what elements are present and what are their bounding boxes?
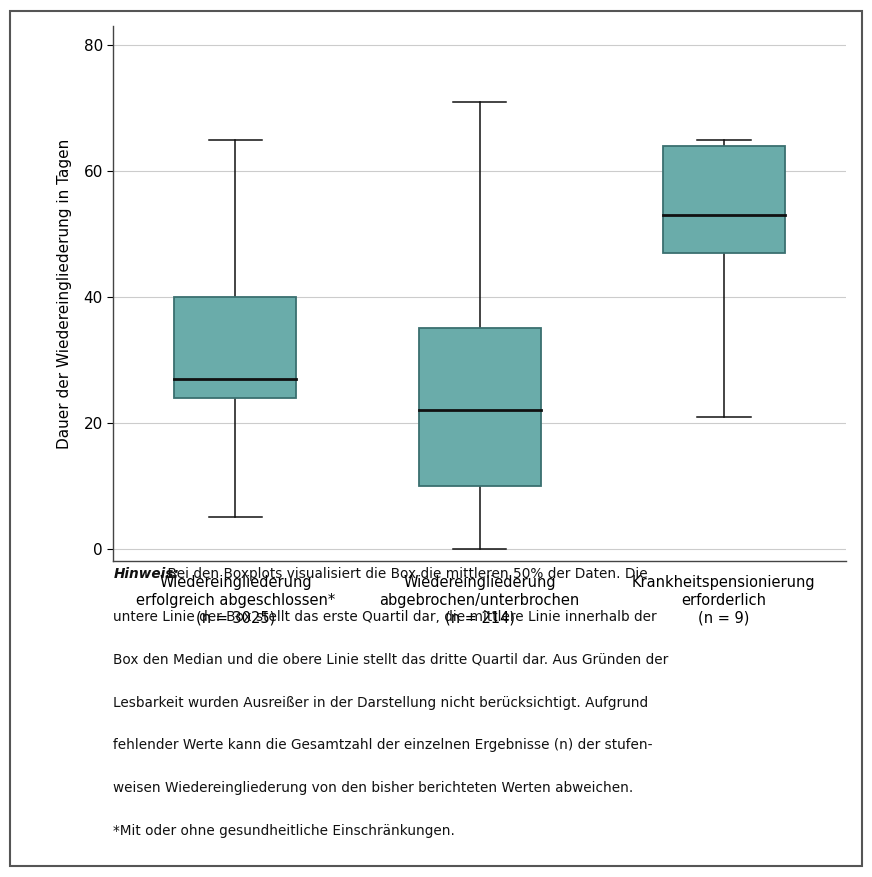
Text: weisen Wiedereingliederung von den bisher berichteten Werten abweichen.: weisen Wiedereingliederung von den bishe… <box>113 781 634 795</box>
Text: Lesbarkeit wurden Ausreißer in der Darstellung nicht berücksichtigt. Aufgrund: Lesbarkeit wurden Ausreißer in der Darst… <box>113 695 649 709</box>
Bar <box>174 297 296 398</box>
Bar <box>663 146 785 253</box>
Text: untere Linie der Box stellt das erste Quartil dar, die mittlere Linie innerhalb : untere Linie der Box stellt das erste Qu… <box>113 610 657 624</box>
Text: *Mit oder ohne gesundheitliche Einschränkungen.: *Mit oder ohne gesundheitliche Einschrän… <box>113 824 455 838</box>
Text: Box den Median und die obere Linie stellt das dritte Quartil dar. Aus Gründen de: Box den Median und die obere Linie stell… <box>113 652 669 667</box>
Text: Bei den Boxplots visualisiert die Box die mittleren 50% der Daten. Die: Bei den Boxplots visualisiert die Box di… <box>163 567 648 581</box>
Bar <box>419 329 541 486</box>
Text: Hinweis:: Hinweis: <box>113 567 180 581</box>
Y-axis label: Dauer der Wiedereingliederung in Tagen: Dauer der Wiedereingliederung in Tagen <box>58 139 72 449</box>
Text: fehlender Werte kann die Gesamtzahl der einzelnen Ergebnisse (n) der stufen-: fehlender Werte kann die Gesamtzahl der … <box>113 738 653 752</box>
